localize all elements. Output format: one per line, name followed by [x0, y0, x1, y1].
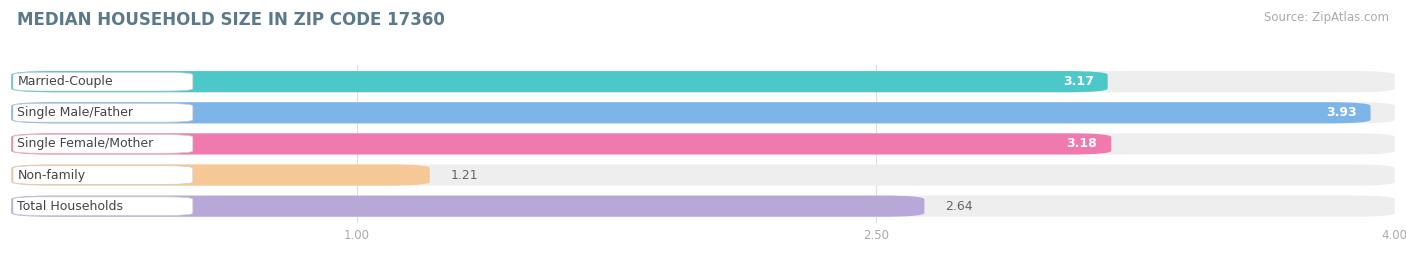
FancyBboxPatch shape	[13, 72, 193, 91]
FancyBboxPatch shape	[11, 164, 1395, 186]
Text: 3.17: 3.17	[1063, 75, 1094, 88]
FancyBboxPatch shape	[11, 196, 1395, 217]
FancyBboxPatch shape	[13, 134, 193, 153]
Text: 2.64: 2.64	[945, 200, 973, 213]
Text: Total Households: Total Households	[17, 200, 124, 213]
FancyBboxPatch shape	[11, 102, 1371, 123]
FancyBboxPatch shape	[11, 102, 1395, 123]
FancyBboxPatch shape	[13, 104, 193, 122]
Text: Single Female/Mother: Single Female/Mother	[17, 137, 153, 150]
FancyBboxPatch shape	[11, 71, 1108, 92]
FancyBboxPatch shape	[11, 133, 1395, 154]
Text: Married-Couple: Married-Couple	[17, 75, 112, 88]
FancyBboxPatch shape	[11, 71, 1395, 92]
Text: Non-family: Non-family	[17, 169, 86, 182]
Text: Single Male/Father: Single Male/Father	[17, 106, 134, 119]
FancyBboxPatch shape	[11, 164, 430, 186]
FancyBboxPatch shape	[11, 133, 1111, 154]
Text: Source: ZipAtlas.com: Source: ZipAtlas.com	[1264, 11, 1389, 24]
FancyBboxPatch shape	[13, 166, 193, 184]
Text: 3.93: 3.93	[1326, 106, 1357, 119]
Text: 3.18: 3.18	[1067, 137, 1097, 150]
FancyBboxPatch shape	[11, 196, 924, 217]
Text: 1.21: 1.21	[450, 169, 478, 182]
FancyBboxPatch shape	[13, 197, 193, 215]
Text: MEDIAN HOUSEHOLD SIZE IN ZIP CODE 17360: MEDIAN HOUSEHOLD SIZE IN ZIP CODE 17360	[17, 11, 444, 29]
